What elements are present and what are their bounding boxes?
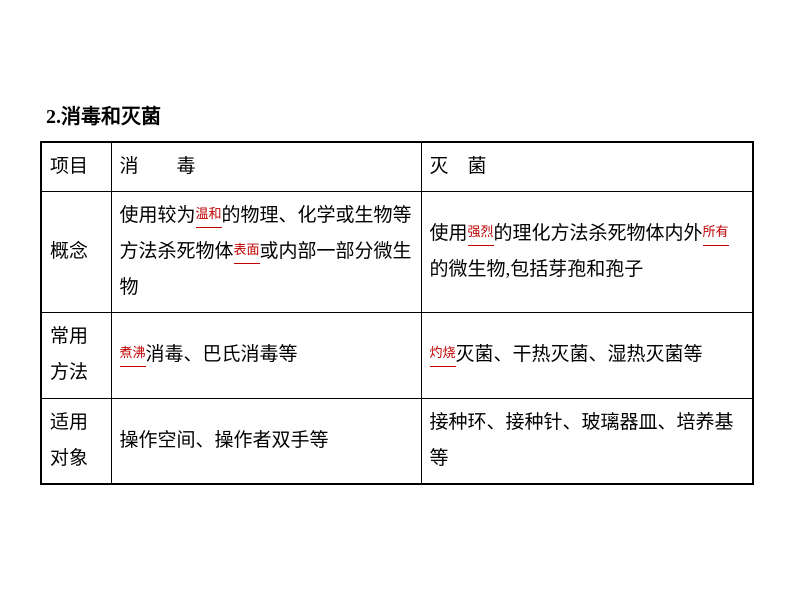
table-row: 适用对象 操作空间、操作者双手等 接种环、接种针、玻璃器皿、培养基等 xyxy=(41,398,753,484)
comparison-table: 项目 消 毒 灭 菌 概念 使用较为温和的物理、化学或生物等方法杀死物体表面或内… xyxy=(40,141,754,485)
method-sterilize: 灼烧灭菌、干热灭菌、湿热灭菌等 xyxy=(421,313,753,398)
method-disinfect: 煮沸消毒、巴氏消毒等 xyxy=(111,313,421,398)
header-item: 项目 xyxy=(41,142,111,192)
header-sterilize: 灭 菌 xyxy=(421,142,753,192)
row-label-target: 适用对象 xyxy=(41,398,111,484)
concept-sterilize: 使用强烈的理化方法杀死物体内外所有的微生物,包括芽孢和孢子 xyxy=(421,192,753,313)
row-label-concept: 概念 xyxy=(41,192,111,313)
table-header-row: 项目 消 毒 灭 菌 xyxy=(41,142,753,192)
blank-fill: 强烈 xyxy=(468,220,494,246)
row-label-method: 常用方法 xyxy=(41,313,111,398)
table-row: 常用方法 煮沸消毒、巴氏消毒等 灼烧灭菌、干热灭菌、湿热灭菌等 xyxy=(41,313,753,398)
table-row: 概念 使用较为温和的物理、化学或生物等方法杀死物体表面或内部一部分微生物 使用强… xyxy=(41,192,753,313)
target-sterilize: 接种环、接种针、玻璃器皿、培养基等 xyxy=(421,398,753,484)
blank-fill: 温和 xyxy=(196,202,222,228)
target-disinfect: 操作空间、操作者双手等 xyxy=(111,398,421,484)
blank-fill: 灼烧 xyxy=(430,341,456,367)
section-heading: 2.消毒和灭菌 xyxy=(40,100,754,129)
header-disinfect: 消 毒 xyxy=(111,142,421,192)
blank-fill: 表面 xyxy=(234,238,260,264)
blank-fill: 所有 xyxy=(703,220,729,246)
blank-fill: 煮沸 xyxy=(120,341,146,367)
concept-disinfect: 使用较为温和的物理、化学或生物等方法杀死物体表面或内部一部分微生物 xyxy=(111,192,421,313)
